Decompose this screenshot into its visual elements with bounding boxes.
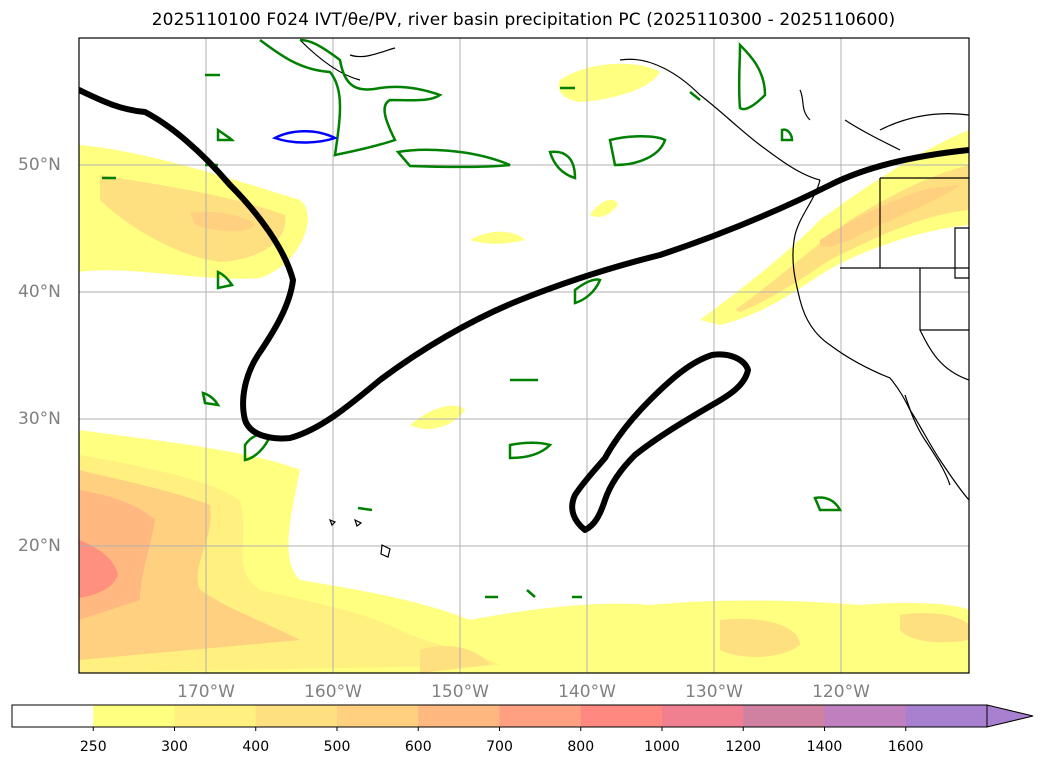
- ivt-shading-ne-core: [820, 185, 960, 247]
- coastline-alaska: [299, 39, 821, 181]
- lon-label-120w: 120°W: [812, 682, 870, 702]
- state-borders: [840, 177, 969, 381]
- colorbar-swatch: [174, 705, 257, 727]
- pv-contour-7: [508, 441, 553, 460]
- colorbar-swatch: [743, 705, 825, 727]
- pv-contour-13: [780, 128, 794, 142]
- colorbar-swatch: [824, 705, 907, 727]
- ivt-shading-s-blob3: [420, 645, 490, 673]
- lat-label-30n: 30°N: [18, 409, 61, 429]
- map-plot: [78, 37, 970, 674]
- colorbar-tick-label: 1200: [725, 739, 762, 755]
- lon-label-170w: 170°W: [177, 682, 235, 702]
- ivt-shading-ne: [700, 130, 969, 325]
- pv-contour-5: [548, 150, 577, 180]
- colorbar-swatch: [255, 705, 338, 727]
- colorbar-swatch: [905, 705, 988, 727]
- colorbar-swatch: [337, 705, 419, 727]
- pv-contour-4: [608, 135, 667, 167]
- colorbar-swatch: [580, 705, 663, 727]
- front-line-loop: [569, 351, 751, 533]
- colorbar-tick-label: 1600: [887, 739, 924, 755]
- colorbar-tick-label: 500: [323, 739, 351, 755]
- colorbar-extend-arrow: [986, 704, 1034, 728]
- pv-contour-11: [201, 391, 221, 407]
- ivt-shading-s-blob: [720, 618, 800, 657]
- theta-contour: [271, 130, 339, 144]
- pv-contour-10: [216, 270, 235, 290]
- lon-label-150w: 150°W: [431, 682, 489, 702]
- chart-title: 2025110100 F024 IVT/θe/PV, river basin p…: [151, 10, 896, 30]
- pv-contour-6: [573, 278, 602, 305]
- lon-label-160w: 160°W: [304, 682, 362, 702]
- pv-contour-1: [259, 38, 443, 157]
- pv-contour-12: [813, 496, 843, 512]
- coastline-baja: [904, 394, 951, 486]
- ivt-shading-s-blob2: [900, 613, 969, 643]
- colorbar-tick-label: 300: [161, 739, 188, 755]
- colorbar-tick-label: 1400: [806, 739, 843, 755]
- colorbar-tick-label: 700: [486, 739, 513, 755]
- lon-label-130w: 130°W: [685, 682, 743, 702]
- colorbar-tick-label: 600: [404, 739, 432, 755]
- colorbar-tick-label: 400: [242, 739, 270, 755]
- colorbar-swatch: [93, 705, 175, 727]
- front-line-west: [79, 87, 969, 442]
- hawaii-islands: [328, 518, 391, 558]
- pv-contour-2: [395, 148, 511, 169]
- lat-label-50n: 50°N: [18, 155, 61, 175]
- colorbar-swatch: [12, 705, 94, 727]
- colorbar-swatch: [418, 705, 500, 727]
- pv-contour-3: [737, 41, 767, 111]
- lon-label-140w: 140°W: [558, 682, 616, 702]
- pv-contour-9: [216, 127, 236, 142]
- colorbar-tick-label: 800: [567, 739, 595, 755]
- lat-label-40n: 40°N: [18, 282, 61, 302]
- coastline-na-west: [792, 179, 969, 501]
- ivt-shading-sw-core: [79, 540, 118, 598]
- colorbar-swatch: [662, 705, 744, 727]
- colorbar-tick-label: 1000: [644, 739, 680, 755]
- colorbar: [11, 704, 1034, 731]
- colorbar-tick-label: 250: [79, 739, 107, 755]
- colorbar-swatch: [499, 705, 582, 727]
- lat-label-20n: 20°N: [18, 536, 61, 556]
